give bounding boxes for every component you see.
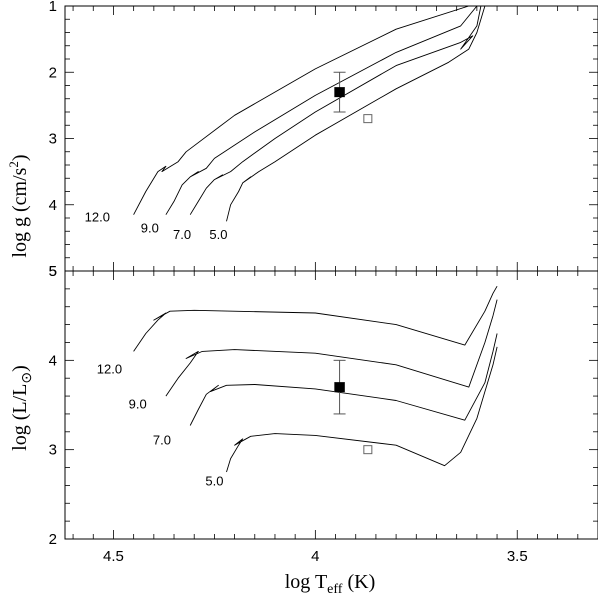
y-axis-title-logg: log g (cm/s2): [6, 154, 31, 257]
y-tick-label: 4: [49, 197, 57, 214]
x-axis-title-logTeff: log Teff (K): [285, 571, 375, 597]
y-tick-label: 4: [49, 352, 57, 369]
alternate-point: [363, 445, 373, 455]
y-tick-label: 2: [49, 531, 57, 548]
x-tick-label: 4: [311, 548, 319, 565]
track-5-0: [226, 346, 498, 473]
observed-star-point: [334, 382, 345, 393]
y-tick-label: 5: [49, 263, 57, 280]
track-5-0: [226, 6, 486, 222]
track-label-5-0: 5.0: [205, 473, 223, 488]
track-label-9-0: 9.0: [129, 397, 147, 412]
x-tick-label: 4.5: [103, 548, 124, 565]
alternate-point: [363, 114, 373, 124]
observed-star-point: [334, 87, 345, 98]
track-12-0: [133, 6, 469, 215]
y-tick-label: 3: [49, 442, 57, 459]
panel-bottom-logL: 2 3 4 5 4.5 4 3.5 12.0 9.0 7.0 5.0: [49, 263, 598, 565]
track-label-7-0: 7.0: [173, 227, 191, 242]
y-tick-label: 2: [49, 64, 57, 81]
track-12-0: [133, 285, 498, 352]
track-9-0: [165, 299, 498, 397]
track-7-0: [189, 6, 482, 215]
track-9-0: [165, 6, 478, 215]
track-label-12-0: 12.0: [85, 209, 110, 224]
track-label-9-0: 9.0: [141, 221, 159, 236]
track-label-7-0: 7.0: [153, 432, 171, 447]
x-tick-label: 3.5: [507, 548, 528, 565]
y-tick-label: 3: [49, 131, 57, 148]
plot-frame: [64, 270, 598, 540]
y-tick-label: 1: [49, 0, 57, 15]
track-label-12-0: 12.0: [97, 362, 122, 377]
panel-top-logg: 1 2 3 4 5 12.0 9.0 7.0 5.0: [49, 0, 598, 280]
track-7-0: [189, 333, 498, 426]
y-axis-title-logL: log (L/L⊙): [9, 365, 35, 451]
track-label-5-0: 5.0: [209, 227, 227, 242]
y-tick-label: 5: [49, 263, 57, 280]
